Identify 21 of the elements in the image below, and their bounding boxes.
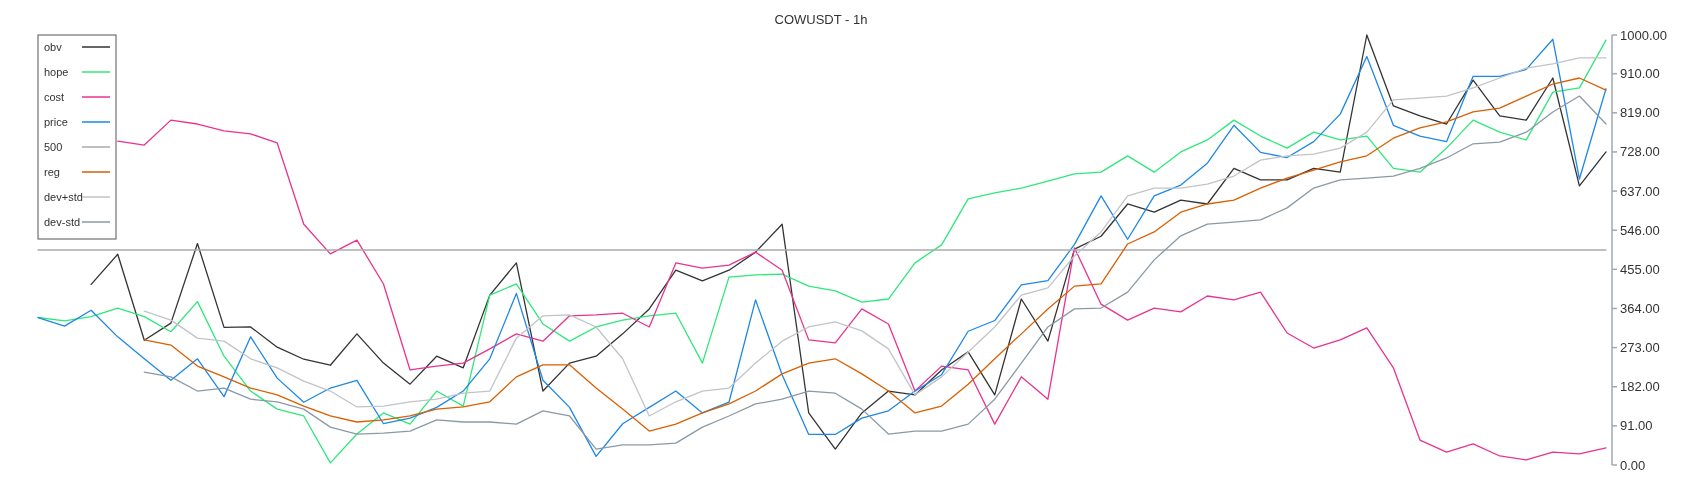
legend-label: price — [44, 116, 68, 128]
y-tick-label: 364.00 — [1620, 300, 1660, 316]
y-tick-label: 273.00 — [1620, 340, 1660, 356]
y-tick-label: 819.00 — [1620, 105, 1660, 121]
legend-label: obv — [44, 41, 63, 53]
y-tick-label: 546.00 — [1620, 222, 1660, 238]
y-tick-label: 728.00 — [1620, 144, 1660, 160]
legend-label: cost — [44, 91, 65, 103]
legend-label: hope — [44, 66, 69, 78]
y-tick-label: 637.00 — [1620, 183, 1660, 199]
y-tick-label: 455.00 — [1620, 261, 1660, 277]
legend-label: 500 — [44, 141, 63, 153]
y-tick-label: 91.00 — [1620, 418, 1653, 434]
y-tick-label: 182.00 — [1620, 379, 1660, 395]
legend-label: dev-std — [44, 216, 81, 228]
legend-label: reg — [44, 166, 60, 178]
legend-label: dev+std — [44, 191, 83, 203]
y-tick-label: 1000.00 — [1620, 27, 1667, 43]
y-tick-label: 0.00 — [1620, 457, 1646, 473]
y-tick-label: 910.00 — [1620, 66, 1660, 82]
chart-title: COWUSDT - 1h — [774, 12, 868, 27]
